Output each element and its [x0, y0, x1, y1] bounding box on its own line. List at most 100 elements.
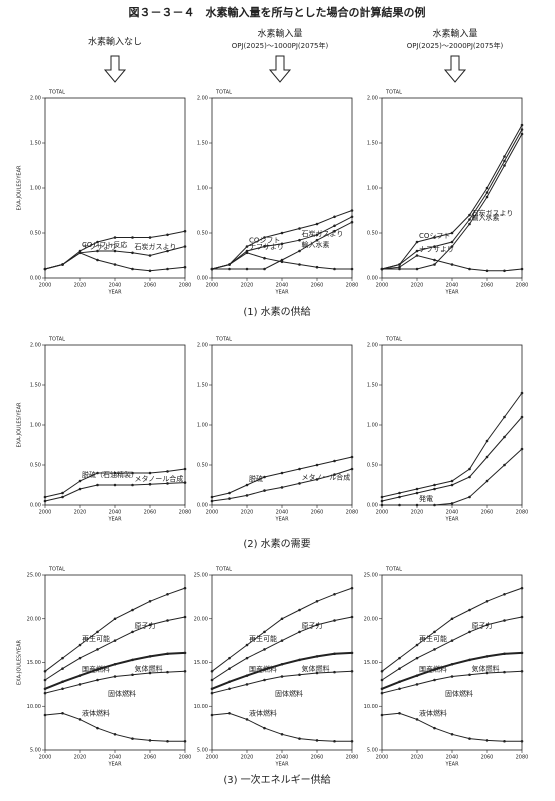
- point: [166, 670, 169, 674]
- series-label: COシフト: [249, 237, 280, 245]
- point: [520, 391, 524, 395]
- point: [433, 648, 436, 651]
- point: [350, 215, 354, 219]
- point: [113, 732, 117, 736]
- point: [503, 619, 506, 622]
- point: [61, 656, 64, 660]
- series-label: COシフト反応: [82, 240, 127, 249]
- point: [245, 494, 249, 497]
- series-line: [44, 616, 186, 681]
- point: [520, 415, 524, 419]
- annotation: 固体燃料: [275, 689, 303, 698]
- point: [78, 683, 82, 686]
- point: [298, 467, 301, 471]
- point: [245, 251, 249, 255]
- point: [96, 240, 99, 244]
- point: [315, 233, 319, 237]
- point: [333, 473, 336, 476]
- point: [166, 592, 169, 596]
- chart-title: TOTAL: [215, 90, 232, 96]
- series-line: [211, 616, 353, 681]
- point: [450, 263, 454, 266]
- y-tick-label: 0.50: [197, 463, 208, 469]
- point: [263, 648, 266, 651]
- point: [503, 415, 506, 419]
- x-tick-label: 2060: [481, 283, 494, 289]
- point: [380, 687, 384, 691]
- x-tick-label: 2000: [376, 283, 389, 289]
- point: [78, 656, 82, 660]
- chart-title: TOTAL: [385, 90, 402, 96]
- point: [315, 222, 319, 226]
- point: [113, 662, 117, 666]
- x-tick-label: 2060: [481, 510, 494, 516]
- series-label: メタノール合成: [302, 472, 351, 481]
- point: [315, 623, 319, 627]
- point: [415, 503, 419, 507]
- x-tick-label: 2040: [109, 755, 122, 761]
- point: [263, 245, 266, 248]
- x-tick-label: 2080: [516, 755, 529, 761]
- point: [210, 687, 214, 691]
- plot-frame: [381, 574, 523, 751]
- series-label: ナフサより: [249, 243, 284, 251]
- point: [450, 483, 454, 487]
- y-tick-label: 15.00: [364, 660, 378, 666]
- point: [43, 691, 47, 695]
- y-tick-label: 10.00: [194, 704, 208, 710]
- point: [520, 267, 524, 271]
- point: [450, 639, 454, 642]
- point: [433, 236, 436, 239]
- point: [315, 599, 319, 603]
- point: [398, 267, 401, 271]
- point: [315, 478, 319, 481]
- series-label: 国産燃料: [82, 665, 110, 674]
- x-tick-label: 2000: [376, 755, 389, 761]
- point: [166, 739, 169, 743]
- point: [61, 495, 64, 499]
- point: [280, 260, 284, 264]
- x-tick-label: 2060: [144, 510, 157, 516]
- x-tick-label: 2000: [206, 283, 219, 289]
- x-axis-label: YEAR: [107, 290, 122, 296]
- column-subheader: OPJ(2025)～2000PJ(2075年): [407, 41, 504, 50]
- x-tick-label: 2040: [446, 283, 459, 289]
- point: [245, 267, 249, 271]
- x-tick-label: 2040: [276, 283, 289, 289]
- y-tick-label: 10.00: [27, 704, 41, 710]
- point: [485, 191, 489, 194]
- y-tick-label: 0.00: [197, 503, 208, 509]
- point: [280, 231, 284, 235]
- x-tick-label: 2020: [411, 755, 424, 761]
- point: [43, 678, 47, 682]
- point: [298, 630, 301, 634]
- x-axis-label: YEAR: [444, 290, 459, 296]
- point: [398, 687, 401, 691]
- point: [96, 471, 99, 475]
- point: [298, 737, 301, 740]
- point: [520, 615, 524, 619]
- x-axis-label: YEAR: [444, 762, 459, 768]
- y-tick-label: 10.00: [364, 704, 378, 710]
- point: [183, 739, 187, 743]
- point: [148, 482, 152, 486]
- point: [148, 471, 152, 475]
- point: [450, 617, 454, 621]
- point: [61, 667, 64, 670]
- point: [43, 499, 47, 503]
- point: [148, 254, 152, 257]
- point: [503, 463, 506, 467]
- point: [433, 263, 436, 266]
- y-tick-label: 1.50: [197, 383, 208, 389]
- point: [245, 483, 249, 487]
- x-tick-label: 2040: [276, 510, 289, 516]
- point: [503, 739, 506, 743]
- y-tick-label: 25.00: [364, 573, 378, 579]
- point: [210, 669, 214, 673]
- point: [166, 233, 169, 237]
- point: [78, 674, 82, 677]
- point: [43, 495, 47, 499]
- point: [433, 668, 436, 671]
- point: [263, 726, 266, 730]
